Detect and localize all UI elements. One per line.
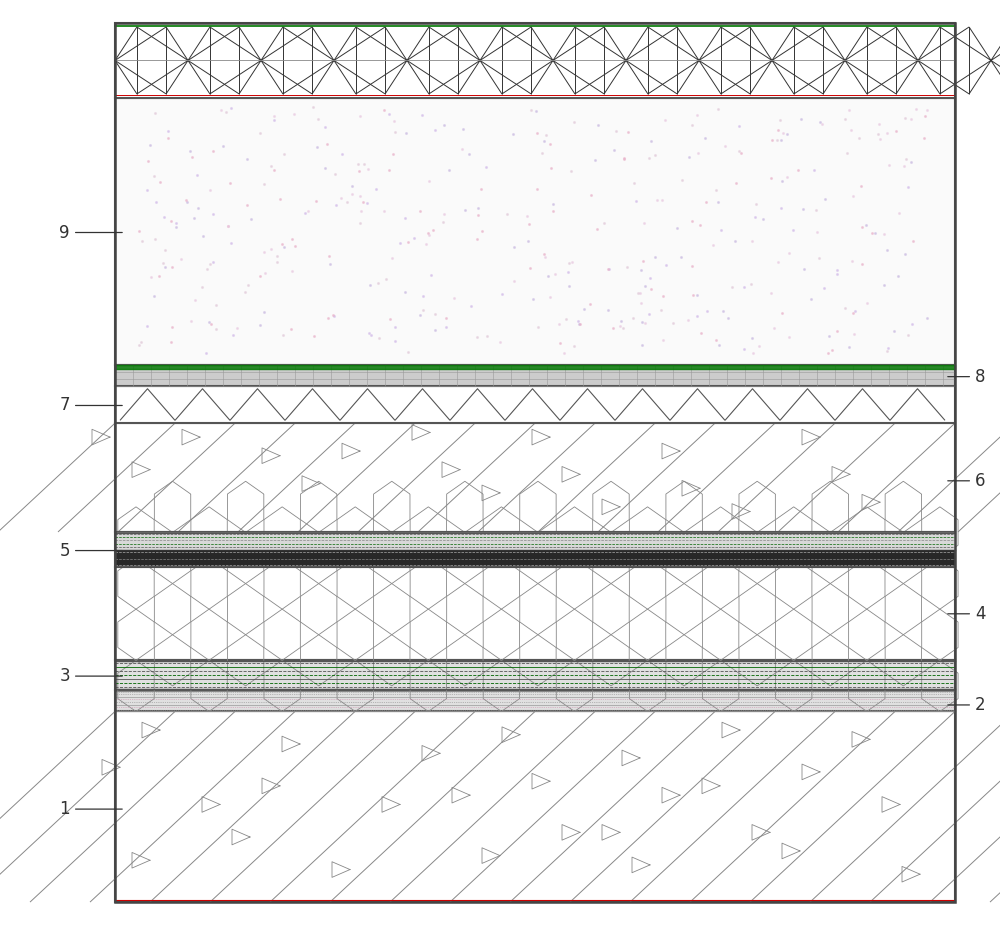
Bar: [115, 423, 955, 532]
Bar: [115, 550, 955, 567]
Bar: [115, 567, 955, 660]
Text: 1: 1: [59, 800, 122, 818]
Bar: [115, 532, 955, 550]
Text: 8: 8: [948, 367, 986, 386]
Bar: [115, 711, 955, 902]
Text: 7: 7: [60, 396, 122, 415]
Bar: [115, 690, 955, 711]
Text: 5: 5: [60, 541, 122, 560]
Bar: [115, 98, 955, 365]
Bar: [115, 365, 955, 386]
Text: 4: 4: [948, 604, 986, 623]
Bar: [115, 423, 955, 532]
Bar: [115, 23, 955, 902]
Bar: [115, 386, 955, 423]
Bar: [115, 386, 955, 423]
Text: 6: 6: [948, 472, 986, 490]
Bar: [116, 568, 954, 659]
Text: 2: 2: [948, 696, 986, 714]
Text: 3: 3: [59, 667, 122, 685]
Bar: [115, 23, 955, 98]
Text: 9: 9: [60, 223, 122, 242]
Bar: [115, 23, 955, 98]
Bar: [115, 660, 955, 690]
Bar: [115, 532, 955, 567]
Bar: [115, 711, 955, 902]
